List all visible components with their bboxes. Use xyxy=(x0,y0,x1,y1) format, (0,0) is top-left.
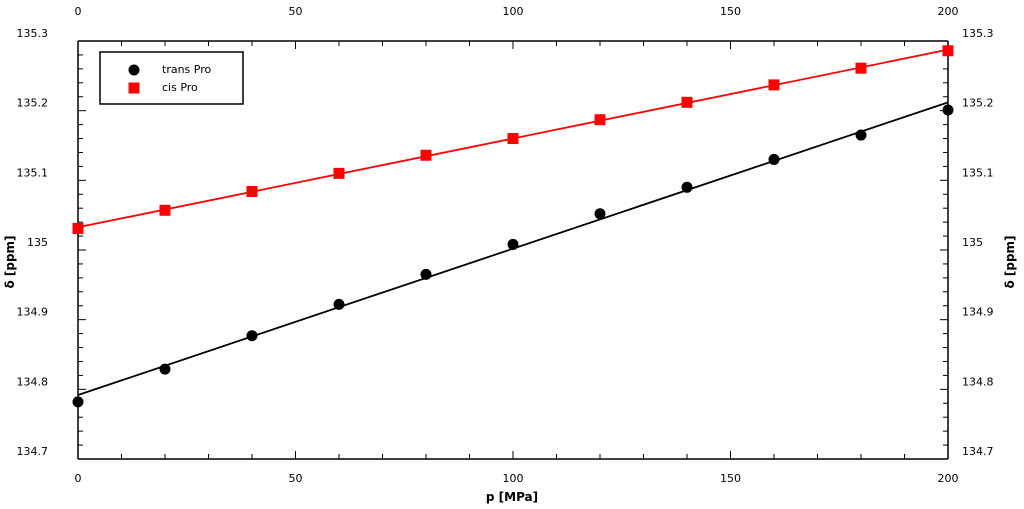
y-tick-label-right: 134.9 xyxy=(962,306,994,319)
legend-marker-trans-pro xyxy=(128,64,140,76)
y-tick-label-right: 134.7 xyxy=(962,445,994,458)
data-point-trans-pro xyxy=(333,298,345,310)
y-tick-label-left: 135 xyxy=(27,236,48,249)
x-tick-label-bottom: 150 xyxy=(720,472,741,485)
data-point-trans-pro xyxy=(72,396,84,408)
data-point-cis-pro xyxy=(594,114,606,126)
data-point-cis-pro xyxy=(420,149,432,161)
x-tick-label-bottom: 0 xyxy=(75,472,82,485)
data-point-cis-pro xyxy=(333,167,345,179)
data-point-cis-pro xyxy=(246,185,258,197)
y-tick-label-left: 134.8 xyxy=(17,375,49,388)
data-point-trans-pro xyxy=(507,238,519,250)
x-axis-title: p [MPa] xyxy=(486,490,538,504)
legend: trans Pro cis Pro xyxy=(99,51,244,105)
x-tick-label-top: 200 xyxy=(938,5,959,18)
y-tick-label-left: 135.2 xyxy=(17,97,49,110)
data-point-trans-pro xyxy=(420,268,432,280)
x-tick-label-bottom: 200 xyxy=(938,472,959,485)
data-point-trans-pro xyxy=(681,181,693,193)
data-point-cis-pro xyxy=(159,204,171,216)
data-point-cis-pro xyxy=(507,133,519,145)
x-tick-label-bottom: 50 xyxy=(289,472,303,485)
y-tick-label-left: 134.7 xyxy=(17,445,49,458)
x-tick-label-bottom: 100 xyxy=(503,472,524,485)
legend-label-cis-pro: cis Pro xyxy=(162,81,198,94)
legend-marker-cis-pro xyxy=(128,82,140,94)
x-tick-label-top: 50 xyxy=(289,5,303,18)
x-tick-label-top: 0 xyxy=(75,5,82,18)
y-axis-title-right: δ [ppm] xyxy=(1003,235,1017,288)
data-point-cis-pro xyxy=(72,222,84,234)
y-axis-title-left: δ [ppm] xyxy=(3,235,17,288)
legend-label-trans-pro: trans Pro xyxy=(162,63,211,76)
legend-box xyxy=(99,51,244,105)
data-point-trans-pro xyxy=(159,363,171,375)
y-tick-label-right: 134.8 xyxy=(962,375,994,388)
data-point-trans-pro xyxy=(768,153,780,165)
tick-labels: 0 0 50 50 100 100 150 150 200 200 134.7 134.7 134.8 1… xyxy=(17,5,994,485)
data-point-trans-pro xyxy=(855,129,867,141)
data-point-cis-pro xyxy=(768,79,780,91)
y-tick-label-right: 135.2 xyxy=(962,97,994,110)
y-tick-label-right: 135.3 xyxy=(962,27,994,40)
data-point-cis-pro xyxy=(681,96,693,108)
plot-area xyxy=(72,45,954,408)
x-tick-label-top: 150 xyxy=(720,5,741,18)
data-point-cis-pro xyxy=(855,62,867,74)
y-tick-label-right: 135.1 xyxy=(962,166,994,179)
y-tick-label-left: 135.1 xyxy=(17,166,49,179)
data-point-cis-pro xyxy=(942,45,954,57)
data-point-trans-pro xyxy=(942,104,954,116)
y-tick-label-right: 135 xyxy=(962,236,983,249)
x-tick-label-top: 100 xyxy=(503,5,524,18)
y-tick-label-left: 134.9 xyxy=(17,306,49,319)
data-point-trans-pro xyxy=(594,208,606,220)
data-point-trans-pro xyxy=(246,330,258,342)
y-tick-label-left: 135.3 xyxy=(17,27,49,40)
